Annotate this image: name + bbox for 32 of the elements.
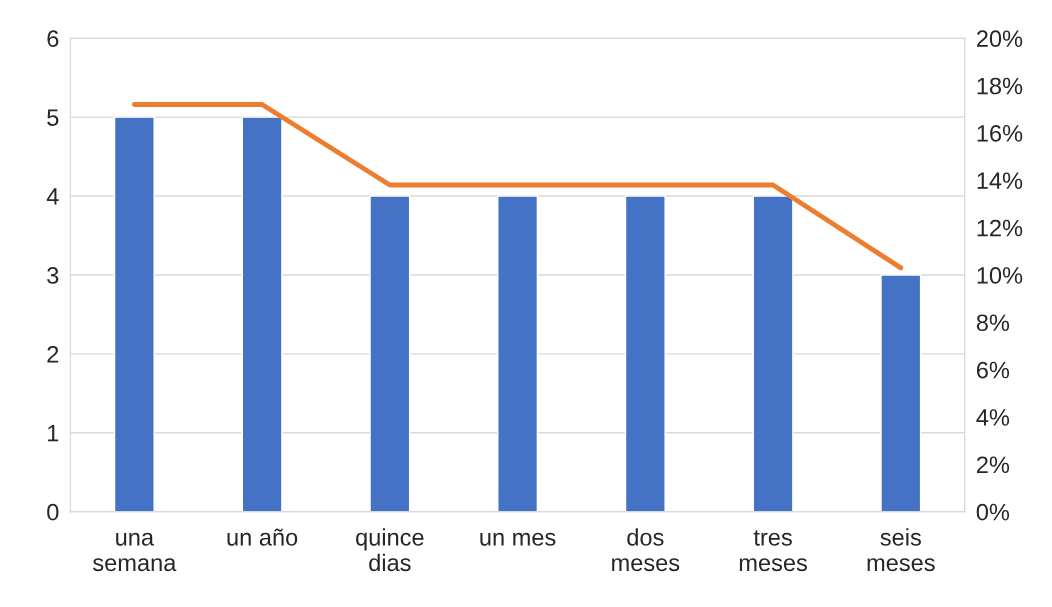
y2-tick-label: 2% <box>976 456 1010 474</box>
x-tick-label: seis meses <box>867 528 935 572</box>
bar <box>624 195 666 512</box>
y2-tick-label: 18% <box>977 77 1023 95</box>
bar <box>241 116 283 512</box>
bar <box>880 274 922 512</box>
bar <box>113 116 155 512</box>
y2-tick-label: 4% <box>976 409 1010 426</box>
y2-tick-label: 20% <box>976 30 1023 48</box>
y-tick-label: 6 <box>47 30 59 48</box>
y-tick-label: 1 <box>48 425 59 442</box>
y2-tick-label: 10% <box>977 267 1023 284</box>
x-tick-label: tres meses <box>739 530 807 572</box>
y2-tick-label: 14% <box>977 172 1023 189</box>
y2-tick-label: 8% <box>976 314 1010 332</box>
x-tick-label: un mes <box>480 532 556 546</box>
x-tick-label: dos meses <box>612 528 680 572</box>
y-tick-label: 5 <box>47 109 59 126</box>
x-tick-label: quince dias <box>356 528 424 572</box>
x-tick-label: un año <box>227 528 298 546</box>
y2-tick-label: 12% <box>977 219 1023 237</box>
y-tick-label: 0 <box>47 503 59 521</box>
y2-tick-label: 0% <box>976 503 1010 521</box>
y-tick-label: 3 <box>47 267 59 284</box>
bar <box>369 195 411 512</box>
y2-tick-label: 6% <box>976 361 1010 379</box>
bar <box>752 195 794 512</box>
y-tick-label: 2 <box>47 345 59 363</box>
x-tick-label: una semana <box>93 532 177 572</box>
y2-tick-label: 16% <box>977 125 1023 142</box>
y-tick-label: 4 <box>46 188 59 205</box>
bar <box>497 195 539 512</box>
